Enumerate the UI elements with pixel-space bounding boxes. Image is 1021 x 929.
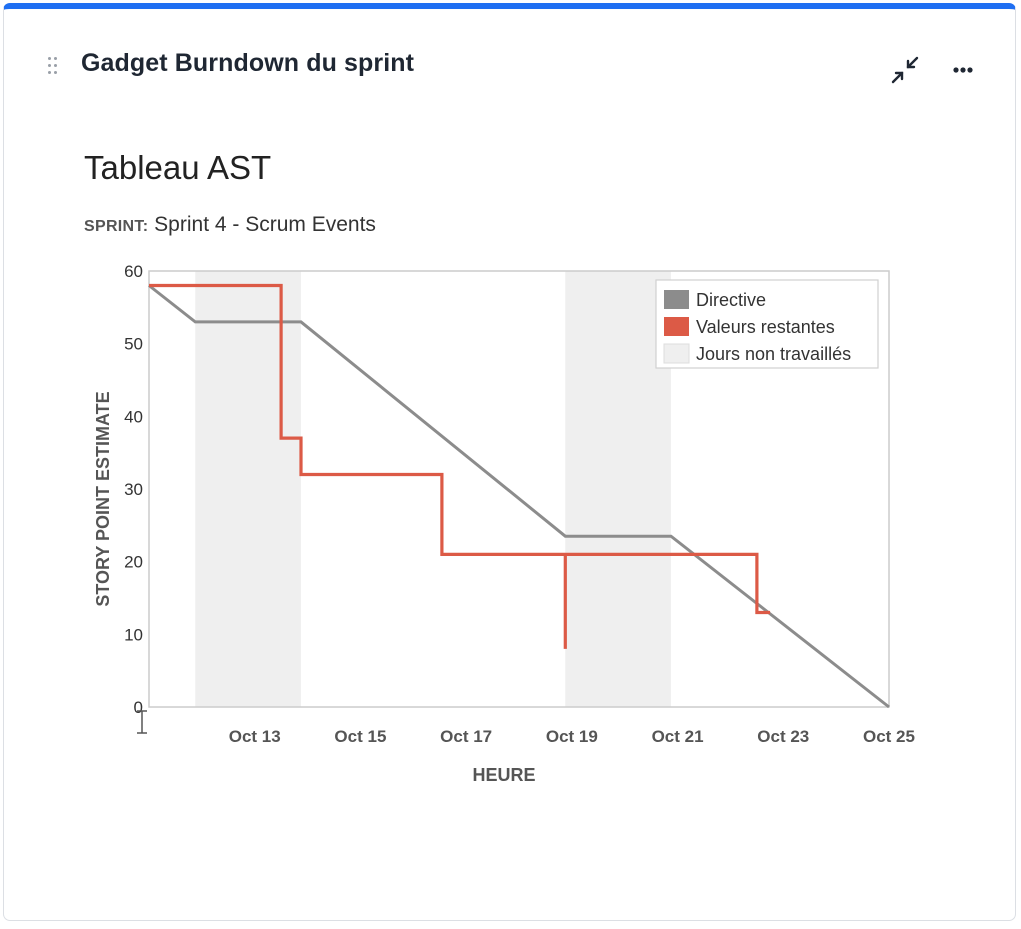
y-tick-label: 30 [124, 480, 143, 499]
x-tick-label: Oct 19 [546, 727, 598, 746]
collapse-arrows-icon [891, 56, 919, 84]
y-tick-label: 60 [124, 262, 143, 281]
legend-box [655, 279, 879, 369]
sprint-value: Sprint 4 - Scrum Events [154, 213, 376, 236]
plot-frame [148, 270, 890, 708]
x-tick-label: Oct 17 [440, 727, 492, 746]
y-axis-ticks: 0 10 20 30 40 50 60 [124, 262, 143, 717]
collapse-button[interactable] [888, 53, 922, 87]
legend-label-remaining: Valeurs restantes [696, 317, 835, 337]
series-line-remaining [149, 283, 771, 649]
gadget-title: Gadget Burndown du sprint [81, 49, 415, 77]
non-working-period-1 [565, 271, 671, 707]
y-axis-label: STORY POINT ESTIMATE [93, 391, 113, 606]
y-tick-label: 10 [124, 625, 143, 644]
legend-swatch-directive [664, 290, 689, 309]
non-working-days-layer [195, 271, 671, 707]
sprint-label: SPRINT: [84, 218, 149, 235]
burndown-gadget: Gadget Burndown du sprint Tableau AST SP… [3, 3, 1016, 921]
gadget-header: Gadget Burndown du sprint [4, 9, 1015, 119]
board-title: Tableau AST [84, 149, 272, 186]
y-tick-label: 20 [124, 553, 143, 572]
y-tick-label: 0 [134, 698, 143, 717]
series-layer [148, 283, 890, 709]
drag-handle-icon[interactable] [46, 55, 60, 77]
x-tick-label: Oct 13 [229, 727, 281, 746]
legend-swatch-remaining [664, 317, 689, 336]
x-tick-label: Oct 23 [757, 727, 809, 746]
legend-label-non-working: Jours non travaillés [696, 344, 851, 364]
sprint-info: SPRINT: Sprint 4 - Scrum Events [84, 213, 376, 237]
x-tick-label: Oct 25 [863, 727, 915, 746]
more-options-icon [953, 67, 973, 73]
x-tick-label: Oct 21 [652, 727, 704, 746]
chart-legend: Directive Valeurs restantes Jours non tr… [655, 279, 879, 369]
x-axis-ticks: Oct 13 Oct 15 Oct 17 Oct 19 Oct 21 Oct 23 Oct … [229, 727, 915, 746]
non-working-period-0 [195, 271, 301, 707]
legend-label-directive: Directive [696, 290, 766, 310]
x-tick-label: Oct 15 [334, 727, 386, 746]
legend-swatch-non-working [663, 343, 690, 364]
axis-origin-marker [137, 710, 147, 734]
y-tick-label: 50 [124, 335, 143, 354]
series-line-directive [148, 284, 890, 709]
more-options-button[interactable] [948, 53, 982, 87]
y-tick-label: 40 [124, 407, 143, 426]
x-axis-label: HEURE [472, 765, 535, 785]
